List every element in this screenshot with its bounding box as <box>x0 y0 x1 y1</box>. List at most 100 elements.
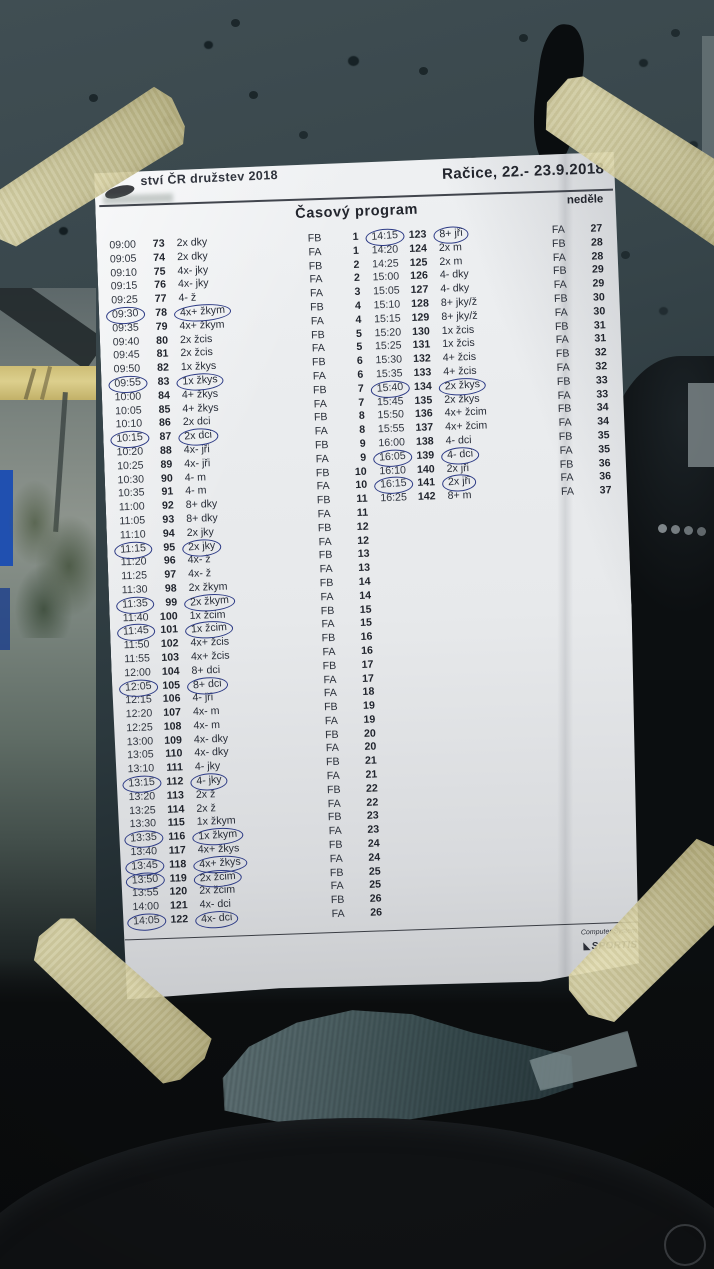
time-cell: 16:05 <box>372 450 412 465</box>
order-cell: 37 <box>599 484 612 497</box>
race-number-cell: 93 <box>162 513 175 526</box>
race-number-cell: 102 <box>160 637 179 651</box>
time-cell: 13:15 <box>121 776 161 791</box>
time-cell: 14:25 <box>371 257 399 270</box>
yellow-reflection-band <box>0 366 96 400</box>
order-cell: 21 <box>365 768 378 781</box>
schedule-column-right: 14:15 123 8+ jři FA 27 14:20 124 2x m FB 28 14:25 1… <box>364 222 630 920</box>
order-cell: 8 <box>358 410 365 423</box>
race-number-cell: 132 <box>412 352 431 366</box>
time-cell: 09:05 <box>109 252 137 266</box>
race-number-cell: 127 <box>410 283 429 297</box>
order-cell: 4 <box>355 313 362 326</box>
order-cell: 36 <box>598 456 611 470</box>
time-cell: 12:20 <box>125 707 153 721</box>
time-cell: 09:55 <box>107 376 147 391</box>
race-number-cell: 106 <box>162 692 181 706</box>
order-cell: 9 <box>360 451 367 464</box>
order-cell: 31 <box>594 332 607 346</box>
order-cell: 28 <box>590 236 604 249</box>
order-cell: 7 <box>358 396 365 409</box>
order-cell: 31 <box>593 318 606 332</box>
race-number-cell: 88 <box>159 444 173 457</box>
race-number-cell: 84 <box>157 389 171 402</box>
order-cell: 17 <box>361 672 375 685</box>
time-cell: 15:40 <box>370 381 410 396</box>
race-number-cell: 78 <box>155 306 168 319</box>
race-number-cell: 109 <box>164 733 183 747</box>
race-number-cell: 107 <box>163 706 182 720</box>
time-cell: 11:55 <box>124 652 151 666</box>
order-cell: 36 <box>599 470 612 483</box>
order-cell: 20 <box>364 740 377 754</box>
chrome-badge-reflection <box>658 524 667 533</box>
time-cell: 13:00 <box>126 734 154 748</box>
time-cell: 10:35 <box>117 486 145 500</box>
wiper-reflection <box>0 288 96 371</box>
race-number-cell: 80 <box>155 334 169 347</box>
order-cell: 27 <box>590 222 603 235</box>
race-number-cell: 91 <box>161 485 174 499</box>
race-number-cell: 137 <box>415 421 434 435</box>
time-cell: 15:20 <box>374 325 402 339</box>
race-number-cell: 124 <box>409 242 428 255</box>
order-cell: 7 <box>357 382 364 395</box>
time-cell: 11:05 <box>119 514 146 528</box>
camera-watermark-circle <box>664 1224 706 1266</box>
order-cell: 14 <box>359 589 372 602</box>
order-cell: 16 <box>360 630 373 644</box>
race-number-cell: 121 <box>169 899 188 913</box>
race-number-cell: 97 <box>164 568 177 581</box>
race-number-cell: 126 <box>410 269 429 283</box>
race-number-cell: 104 <box>161 665 180 678</box>
time-cell: 15:55 <box>377 422 405 436</box>
order-cell: 12 <box>356 520 369 533</box>
race-number-cell: 115 <box>167 816 186 830</box>
order-cell: 30 <box>592 291 605 304</box>
race-number-cell: 94 <box>162 527 175 540</box>
race-number-cell: 73 <box>152 237 165 250</box>
order-cell: 33 <box>595 373 608 387</box>
time-cell: 13:35 <box>123 831 163 846</box>
race-number-cell: 74 <box>153 251 166 264</box>
order-cell: 5 <box>356 341 363 354</box>
order-cell: 19 <box>362 699 376 713</box>
time-cell: 11:15 <box>113 542 153 557</box>
order-cell: 26 <box>369 892 382 906</box>
order-cell: 29 <box>591 263 604 277</box>
time-cell: 15:10 <box>373 298 401 312</box>
race-number-cell: 86 <box>158 416 172 430</box>
order-cell: 28 <box>591 249 604 263</box>
order-cell: 17 <box>361 658 374 671</box>
order-cell: 6 <box>356 354 364 368</box>
order-cell: 10 <box>354 465 367 478</box>
event-title-fragment: ství ČR družstev 2018 <box>140 167 279 189</box>
time-cell: 11:00 <box>118 500 145 514</box>
race-number-cell: 77 <box>154 292 167 306</box>
order-cell: 18 <box>362 685 375 699</box>
race-number-cell: 122 <box>170 913 189 926</box>
order-cell: 32 <box>595 360 608 373</box>
race-number-cell: 136 <box>414 407 433 421</box>
order-cell: 12 <box>357 534 370 547</box>
order-cell: 24 <box>367 837 380 850</box>
time-cell: 13:25 <box>128 803 156 817</box>
race-number-cell: 116 <box>168 830 186 844</box>
heat-cell: FA <box>560 485 575 499</box>
time-cell: 12:00 <box>124 666 152 679</box>
time-cell: 09:45 <box>113 348 140 362</box>
schedule-column-left: 09:00 73 2x dky FB 1 09:05 74 2x dky FA 1 09:10 75 4… <box>102 231 386 929</box>
boat-class-cell: 4x- dci <box>198 909 316 927</box>
order-cell: 11 <box>356 506 369 519</box>
heat-cell: FA <box>331 907 345 921</box>
race-number-cell: 103 <box>161 651 180 664</box>
pen-circle-annotation: 14:05 <box>126 912 166 931</box>
time-cell: 09:30 <box>105 307 145 322</box>
race-number-cell: 90 <box>160 471 174 485</box>
order-cell: 8 <box>359 423 366 437</box>
race-number-cell: 140 <box>416 462 435 476</box>
order-cell: 15 <box>359 603 372 616</box>
race-number-cell: 114 <box>167 802 185 816</box>
race-number-cell: 79 <box>155 320 168 333</box>
